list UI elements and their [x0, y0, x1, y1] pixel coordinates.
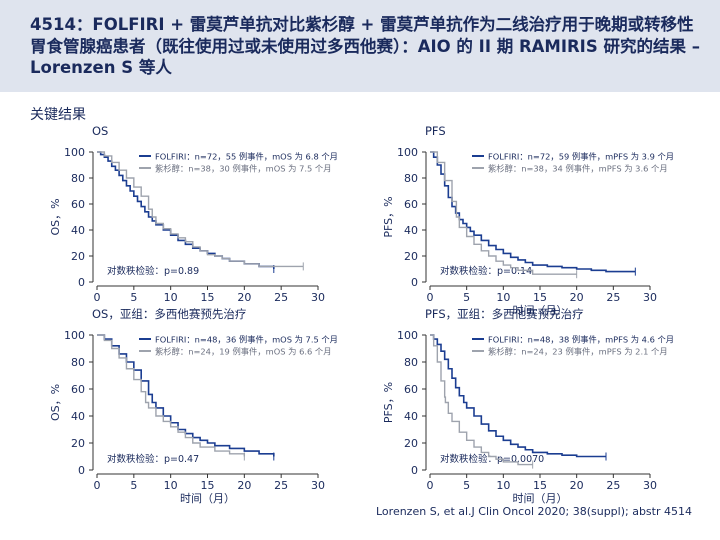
y-tick-label: 80 [404, 356, 418, 369]
x-tick-label: 15 [533, 479, 547, 492]
x-tick-label: 10 [164, 479, 178, 492]
panel-title: PFS [425, 124, 446, 138]
km-panel-3: 0 20 40 60 80 100 0 5 10 15 20 25 30 OS，亚组：多西他赛预先治疗 OS… [49, 307, 338, 505]
y-tick-label: 60 [71, 383, 85, 396]
logrank-annotation: 对数秩检验：p=0.0070 [440, 453, 544, 465]
y-tick-label: 80 [71, 172, 85, 185]
y-tick-label: 40 [71, 410, 85, 423]
y-tick-label: 40 [71, 224, 85, 237]
y-tick-label: 40 [404, 224, 418, 237]
x-tick-label: 5 [130, 291, 137, 304]
legend-entry: FOLFIRI：n=48，38 例事件，mPFS 为 4.6 个月 [488, 335, 674, 345]
y-tick-label: 20 [71, 250, 85, 263]
y-axis-label: PFS，% [382, 196, 395, 237]
y-tick-label: 80 [404, 172, 418, 185]
x-tick-label: 30 [643, 291, 657, 304]
x-tick-label: 0 [427, 479, 434, 492]
x-tick-label: 10 [496, 291, 510, 304]
y-axis-label: OS，% [49, 198, 62, 235]
km-panel-2: 0 20 40 60 80 100 0 5 10 15 20 25 30 PFS PFS，% 时间（月） 对数秩… [382, 124, 674, 317]
x-tick-label: 25 [606, 291, 620, 304]
x-tick-label: 20 [237, 479, 251, 492]
legend-entry: 紫杉醇：n=38，30 例事件，mOS 为 7.5 个月 [155, 164, 332, 174]
km-curve-folfiri [430, 334, 606, 458]
y-tick-label: 100 [397, 146, 418, 159]
x-tick-label: 10 [164, 291, 178, 304]
km-curve-paclitaxel [430, 334, 533, 466]
y-tick-label: 100 [397, 329, 418, 342]
logrank-annotation: 对数秩检验：p=0.47 [107, 453, 199, 465]
x-tick-label: 15 [533, 291, 547, 304]
legend-entry: 紫杉醇：n=38，34 例事件，mPFS 为 3.6 个月 [488, 164, 668, 174]
x-tick-label: 30 [643, 479, 657, 492]
y-tick-label: 0 [411, 276, 418, 289]
km-panel-1: 0 20 40 60 80 100 0 5 10 15 20 25 30 OS OS，% 对数秩检验：p=0.… [49, 124, 338, 304]
km-curve-paclitaxel [97, 151, 304, 268]
x-tick-label: 0 [94, 291, 101, 304]
y-tick-label: 100 [64, 329, 85, 342]
panel-title: PFS，亚组：多西他赛预先治疗 [425, 307, 584, 321]
y-tick-label: 80 [71, 356, 85, 369]
legend-entry: FOLFIRI：n=48，36 例事件，mOS 为 7.5 个月 [155, 335, 338, 345]
legend-entry: 紫杉醇：n=24，23 例事件，mPFS 为 2.1 个月 [488, 347, 668, 357]
y-tick-label: 60 [71, 198, 85, 211]
x-tick-label: 30 [311, 291, 325, 304]
y-tick-label: 20 [71, 437, 85, 450]
x-tick-label: 20 [237, 291, 251, 304]
header-band [0, 0, 720, 92]
x-tick-label: 15 [201, 479, 215, 492]
km-curve-paclitaxel [97, 334, 246, 457]
y-tick-label: 40 [404, 410, 418, 423]
x-tick-label: 25 [606, 479, 620, 492]
x-tick-label: 0 [427, 291, 434, 304]
logrank-annotation: 对数秩检验：p=0.14 [440, 265, 532, 277]
y-tick-label: 60 [404, 383, 418, 396]
x-tick-label: 15 [201, 291, 215, 304]
y-tick-label: 0 [78, 464, 85, 477]
x-tick-label: 5 [130, 479, 137, 492]
y-tick-label: 0 [78, 276, 85, 289]
x-tick-label: 5 [463, 291, 470, 304]
x-axis-label: 时间（月） [180, 492, 235, 505]
km-curve-folfiri [430, 151, 636, 273]
x-tick-label: 0 [94, 479, 101, 492]
x-tick-label: 20 [570, 479, 584, 492]
km-panel-4: 0 20 40 60 80 100 0 5 10 15 20 25 30 PFS，亚组：多西他赛预先治疗 P… [382, 307, 674, 505]
x-tick-label: 20 [570, 291, 584, 304]
citation-footnote: Lorenzen S, et al.J Clin Oncol 2020; 38(… [376, 505, 692, 518]
y-tick-label: 0 [411, 464, 418, 477]
page-title: 4514：FOLFIRI + 雷莫芦单抗对比紫杉醇 + 雷莫芦单抗作为二线治疗用… [30, 15, 700, 77]
y-tick-label: 20 [404, 437, 418, 450]
km-curve-paclitaxel [430, 151, 577, 275]
km-curve-folfiri [97, 334, 275, 457]
y-axis-label: OS，% [49, 384, 62, 421]
section-label: 关键结果 [30, 107, 86, 123]
x-tick-label: 10 [496, 479, 510, 492]
panel-title: OS [92, 124, 108, 138]
y-tick-label: 20 [404, 250, 418, 263]
panel-title: OS，亚组：多西他赛预先治疗 [92, 307, 246, 321]
legend-entry: FOLFIRI：n=72，55 例事件，mOS 为 6.8 个月 [155, 152, 338, 162]
x-tick-label: 25 [274, 291, 288, 304]
x-tick-label: 25 [274, 479, 288, 492]
legend-entry: FOLFIRI：n=72，59 例事件，mPFS 为 3.9 个月 [488, 152, 674, 162]
y-axis-label: PFS，% [382, 382, 395, 423]
x-axis-label: 时间（月） [513, 304, 568, 317]
y-tick-label: 100 [64, 146, 85, 159]
logrank-annotation: 对数秩检验：p=0.89 [107, 265, 199, 277]
x-tick-label: 30 [311, 479, 325, 492]
x-tick-label: 5 [463, 479, 470, 492]
x-axis-label: 时间（月） [513, 492, 568, 505]
y-tick-label: 60 [404, 198, 418, 211]
legend-entry: 紫杉醇：n=24，19 例事件，mOS 为 6.6 个月 [155, 347, 332, 357]
